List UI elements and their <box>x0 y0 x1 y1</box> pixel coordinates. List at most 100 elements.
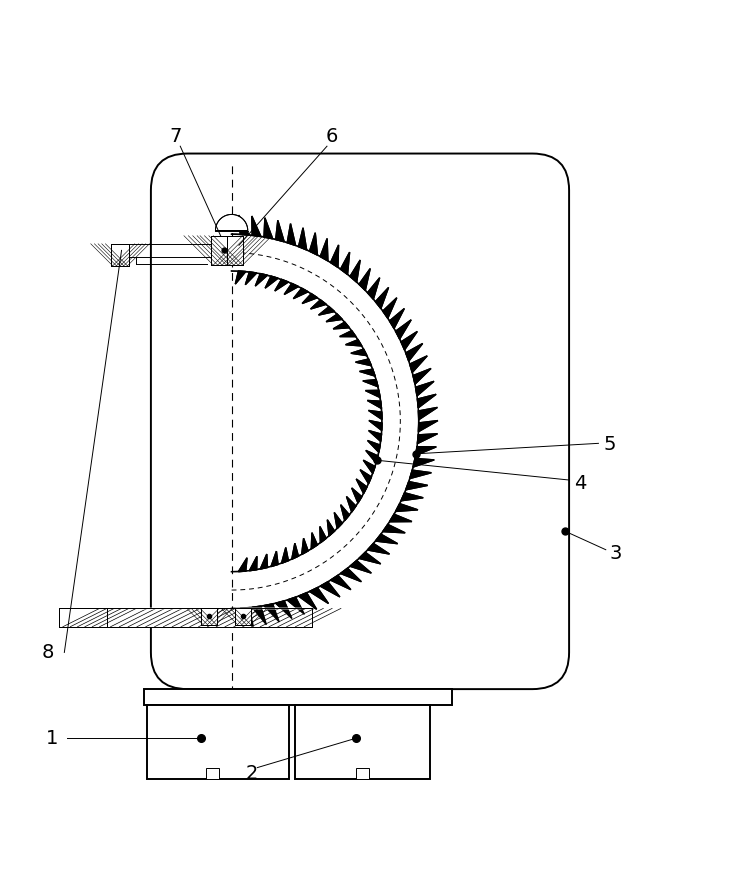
Polygon shape <box>395 504 418 512</box>
Polygon shape <box>369 420 382 431</box>
Polygon shape <box>410 356 427 372</box>
Polygon shape <box>264 218 272 239</box>
Polygon shape <box>265 276 278 288</box>
Polygon shape <box>390 309 404 329</box>
Polygon shape <box>215 215 248 230</box>
Polygon shape <box>284 283 298 295</box>
Polygon shape <box>271 551 278 567</box>
Polygon shape <box>321 238 328 261</box>
Polygon shape <box>320 527 326 542</box>
Polygon shape <box>252 606 266 624</box>
Bar <box>147 705 289 779</box>
Polygon shape <box>260 554 267 569</box>
Polygon shape <box>235 271 246 284</box>
Polygon shape <box>340 330 356 337</box>
Polygon shape <box>255 274 267 286</box>
Polygon shape <box>350 260 360 283</box>
Polygon shape <box>276 601 292 618</box>
Polygon shape <box>309 588 329 603</box>
Polygon shape <box>367 277 380 299</box>
Polygon shape <box>298 593 317 610</box>
Polygon shape <box>369 431 381 441</box>
Polygon shape <box>401 493 423 501</box>
Polygon shape <box>240 608 253 626</box>
Polygon shape <box>418 394 436 408</box>
Polygon shape <box>292 543 298 559</box>
Polygon shape <box>275 279 289 291</box>
Polygon shape <box>350 260 360 283</box>
Polygon shape <box>287 223 295 245</box>
Polygon shape <box>346 340 362 346</box>
Text: 8: 8 <box>42 643 54 662</box>
Polygon shape <box>416 446 436 455</box>
Polygon shape <box>246 272 257 284</box>
Polygon shape <box>351 349 367 356</box>
Polygon shape <box>360 369 375 376</box>
Polygon shape <box>359 269 370 290</box>
Polygon shape <box>341 569 361 582</box>
Polygon shape <box>395 504 418 512</box>
Polygon shape <box>359 552 381 564</box>
Polygon shape <box>321 582 340 597</box>
Polygon shape <box>350 561 371 573</box>
Polygon shape <box>238 558 247 572</box>
Polygon shape <box>375 535 398 544</box>
Polygon shape <box>360 470 372 484</box>
Text: 2: 2 <box>246 764 258 783</box>
Polygon shape <box>341 505 349 521</box>
Polygon shape <box>287 223 295 245</box>
Polygon shape <box>369 411 382 419</box>
Bar <box>295 705 430 779</box>
Polygon shape <box>390 309 404 329</box>
Polygon shape <box>390 514 412 521</box>
Bar <box>206 767 219 779</box>
Polygon shape <box>383 297 397 318</box>
Polygon shape <box>356 479 367 494</box>
Polygon shape <box>401 493 423 501</box>
Polygon shape <box>359 552 381 564</box>
Polygon shape <box>418 407 438 419</box>
Polygon shape <box>390 514 412 521</box>
Polygon shape <box>249 556 257 570</box>
Polygon shape <box>255 274 267 286</box>
Polygon shape <box>416 381 434 396</box>
Polygon shape <box>395 320 411 339</box>
Polygon shape <box>333 322 349 329</box>
Polygon shape <box>284 283 298 295</box>
Polygon shape <box>367 277 380 299</box>
Polygon shape <box>347 496 356 512</box>
Polygon shape <box>363 379 378 387</box>
Polygon shape <box>309 233 318 255</box>
Polygon shape <box>298 593 317 610</box>
Polygon shape <box>355 359 372 365</box>
Polygon shape <box>239 215 249 235</box>
Polygon shape <box>331 245 338 268</box>
Polygon shape <box>252 216 261 236</box>
Polygon shape <box>347 496 356 512</box>
Polygon shape <box>410 470 431 479</box>
Polygon shape <box>320 527 326 542</box>
Polygon shape <box>275 279 289 291</box>
Polygon shape <box>335 513 342 528</box>
Polygon shape <box>252 216 261 236</box>
Polygon shape <box>341 252 349 275</box>
Polygon shape <box>287 597 304 615</box>
Polygon shape <box>298 228 306 250</box>
Bar <box>356 767 370 779</box>
Bar <box>111 244 129 266</box>
Polygon shape <box>276 221 284 242</box>
Polygon shape <box>375 535 398 544</box>
Polygon shape <box>352 488 362 503</box>
Polygon shape <box>418 433 438 444</box>
Polygon shape <box>298 228 306 250</box>
Polygon shape <box>375 288 389 309</box>
Polygon shape <box>367 543 390 554</box>
Polygon shape <box>276 221 284 242</box>
Polygon shape <box>367 400 381 408</box>
Polygon shape <box>416 381 434 396</box>
Polygon shape <box>260 554 267 569</box>
Polygon shape <box>413 459 434 467</box>
Polygon shape <box>302 294 318 303</box>
Polygon shape <box>367 543 390 554</box>
Polygon shape <box>369 411 382 419</box>
